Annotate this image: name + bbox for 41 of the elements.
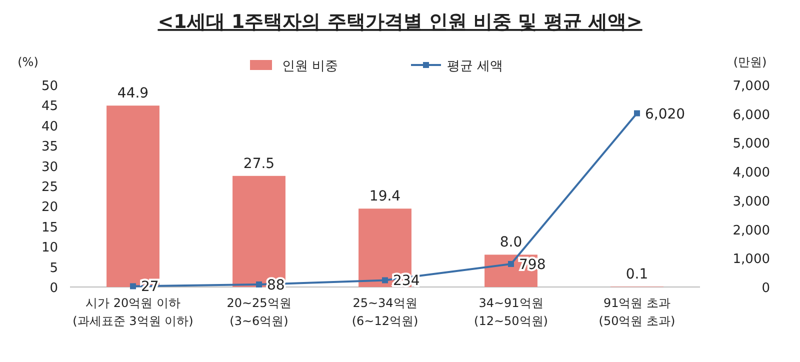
- y-tick-label: 20: [41, 200, 58, 216]
- y2-tick-label: 2,000: [732, 223, 770, 238]
- y-tick-label: 30: [41, 160, 58, 175]
- data-label: 27.5: [243, 156, 275, 172]
- point: [508, 260, 514, 267]
- y2-tick-label: 5,000: [732, 136, 770, 152]
- data-label: 8.0: [500, 234, 522, 251]
- y-axis-title: (%): [18, 55, 38, 69]
- y2-tick-label: 7,000: [732, 79, 770, 94]
- y-tick-label: 5: [50, 260, 58, 276]
- x-tick-label: 시가 20억원 이하 (과세표준 3억원 이하): [72, 296, 194, 328]
- y-tick-label: 50: [41, 79, 58, 94]
- y2-tick-label: 0: [762, 281, 770, 296]
- y2-tick-label: 6,000: [732, 108, 770, 123]
- x-tick-label: 91억원 초과 (50억원 초과): [598, 296, 676, 328]
- y2-tick-label: 1,000: [732, 252, 770, 268]
- data-label: 19.4: [369, 188, 401, 205]
- y-tick-label: 10: [41, 240, 58, 256]
- y-tick-label: 35: [41, 140, 58, 155]
- y2-axis-title: (만원): [733, 55, 767, 69]
- y2-tick-label: 4,000: [732, 166, 770, 181]
- point: [130, 283, 136, 290]
- point: [382, 277, 388, 284]
- x-tick-label: 25~34억원 (6~12억원): [352, 296, 418, 328]
- point: [634, 110, 640, 116]
- y-tick-label: 40: [41, 119, 58, 134]
- y-tick-label: 25: [41, 180, 58, 195]
- data-label: 88: [267, 277, 285, 294]
- legend-label: 평균 세액: [447, 59, 504, 74]
- point: [256, 281, 262, 288]
- data-label: 0.1: [626, 266, 648, 283]
- x-tick-label: 20~25억원 (3~6억원): [226, 296, 292, 328]
- y-tick-label: 45: [41, 99, 58, 114]
- y-tick-label: 15: [41, 220, 58, 236]
- data-label: 44.9: [117, 86, 149, 102]
- chart-title: <1세대 1주택자의 주택가격별 인원 비중 및 평균 세액>: [158, 11, 642, 33]
- x-tick-label: 34~91억원 (12~50억원): [474, 296, 548, 328]
- legend-label: 인원 비중: [282, 59, 338, 74]
- data-label: 6,020: [645, 106, 686, 122]
- y2-tick-label: 3,000: [732, 194, 770, 210]
- y-tick-label: 0: [50, 281, 58, 296]
